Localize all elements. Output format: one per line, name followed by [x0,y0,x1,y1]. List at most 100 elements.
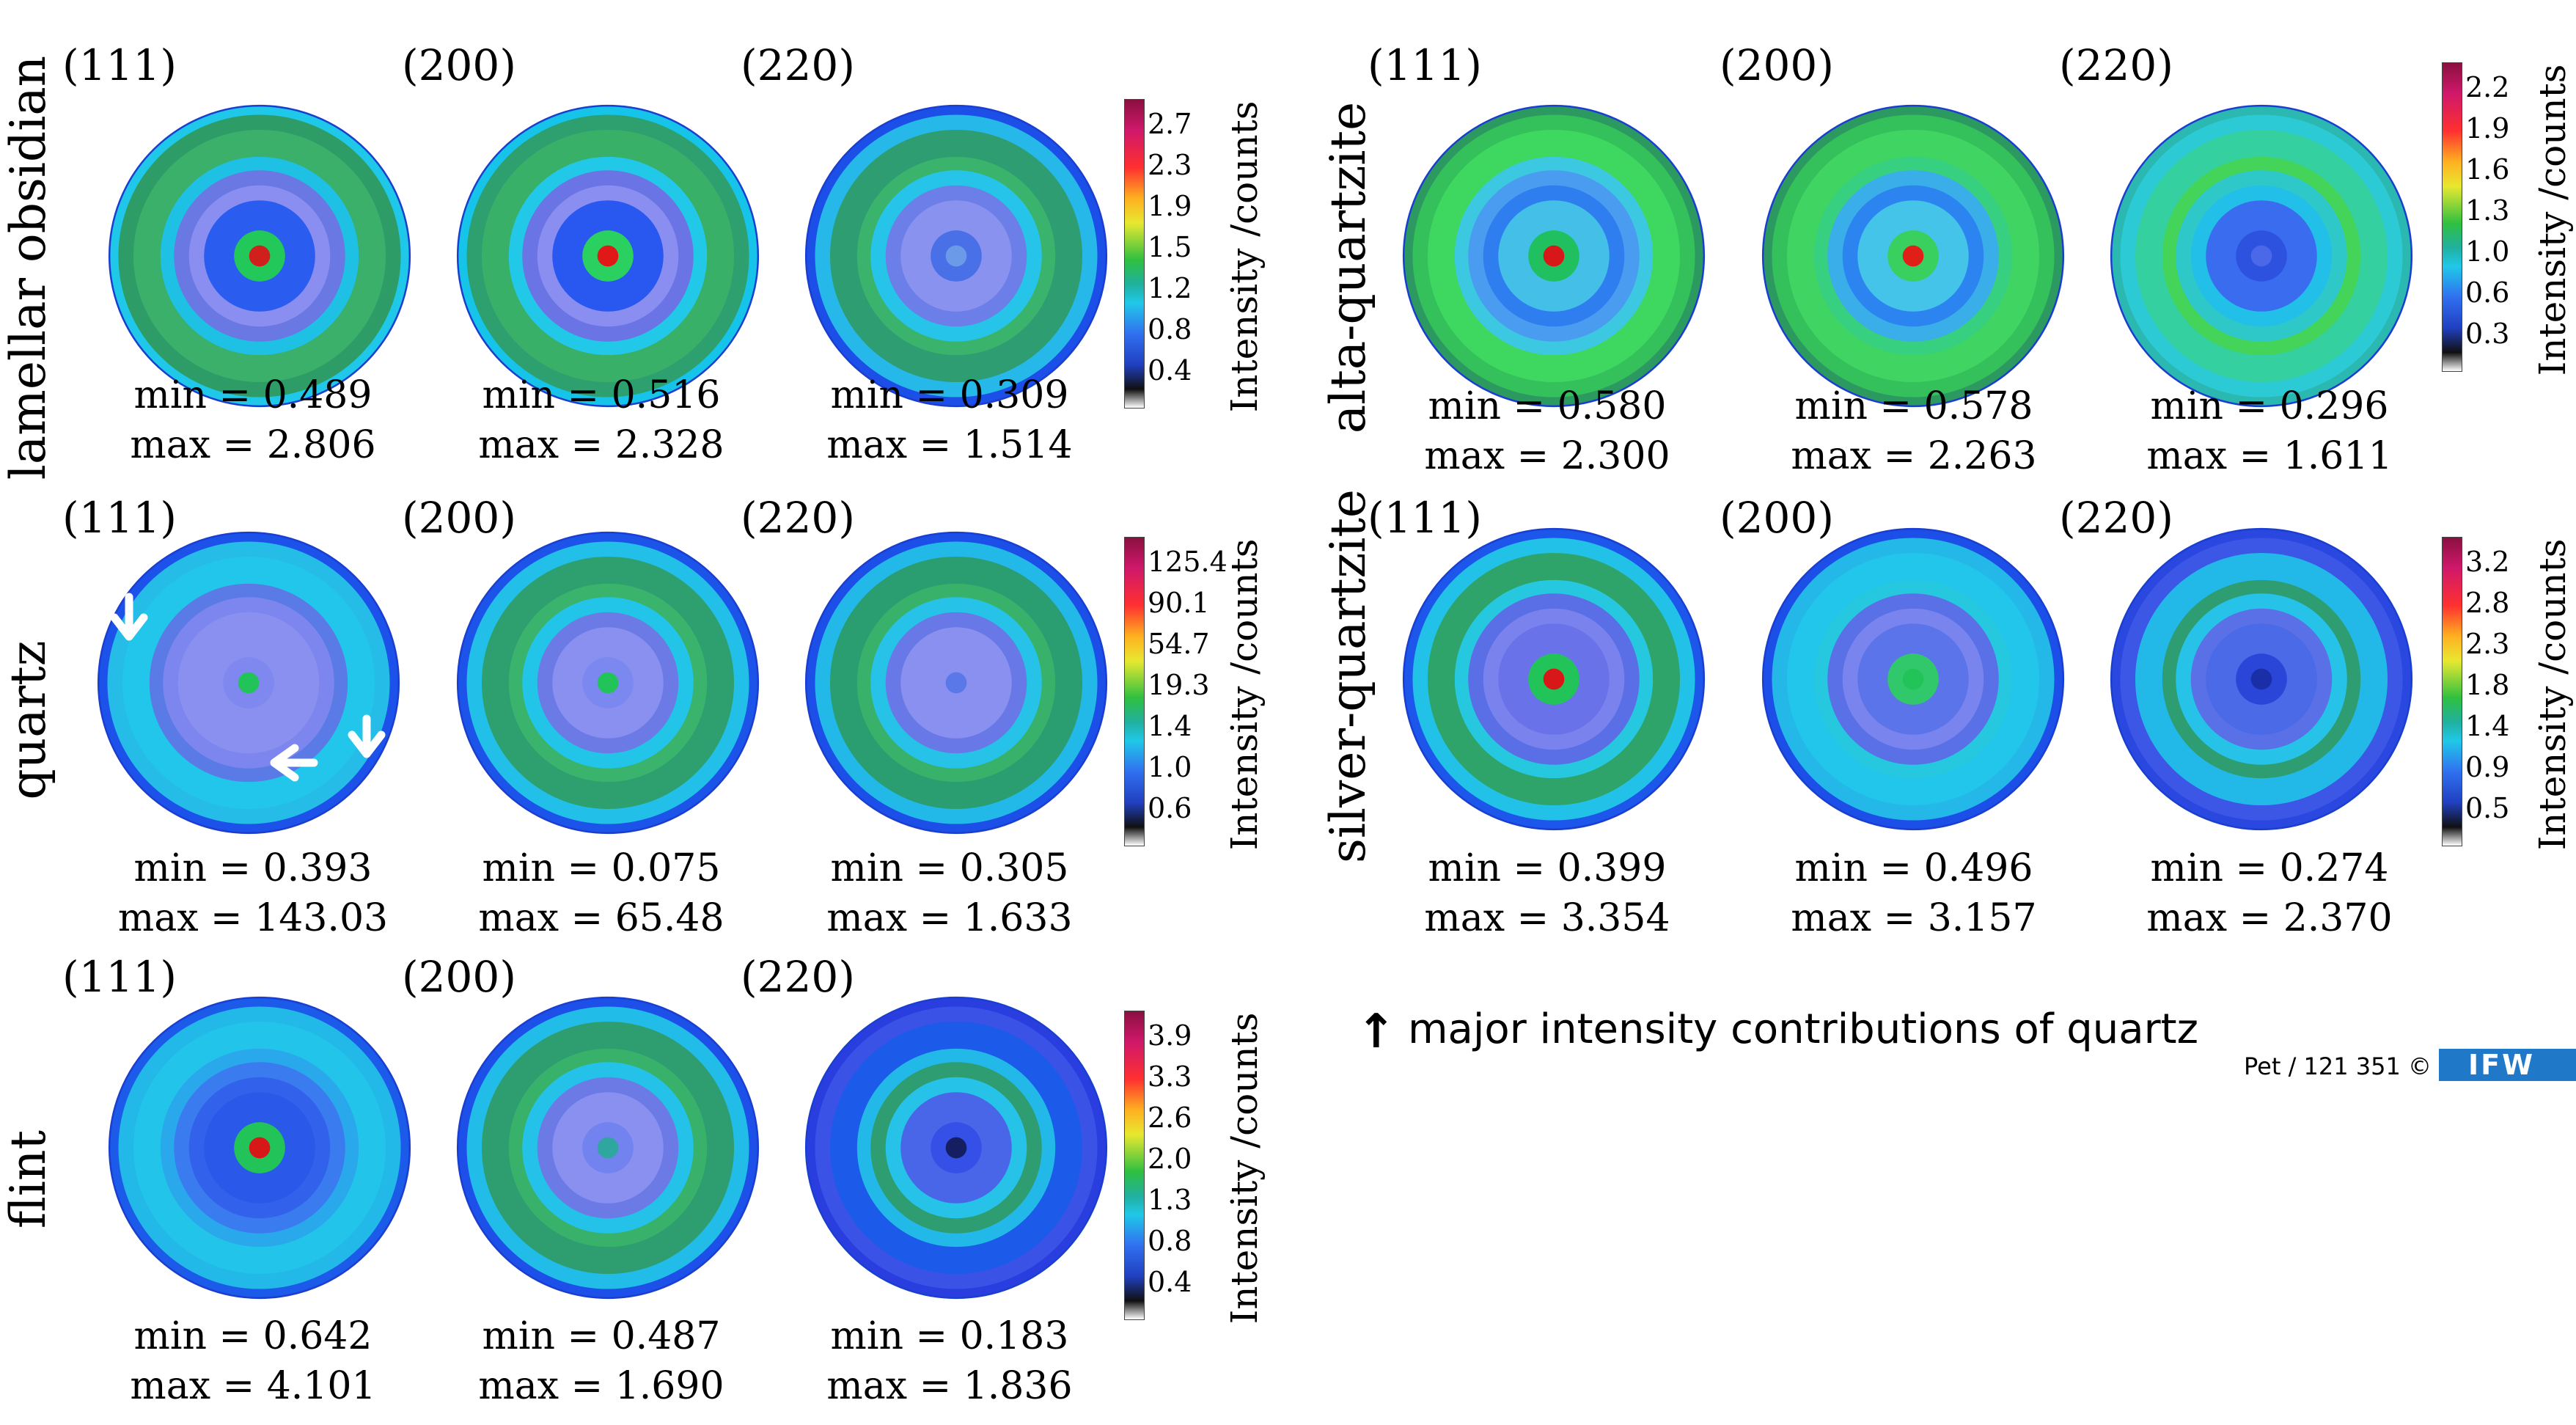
pole-figure-220 [2110,104,2413,408]
credit: Pet / 121 351 © IFW [2244,1049,2576,1081]
hkl-label: (200) [402,40,516,90]
scale-tick: 1.9 [2465,112,2510,144]
hkl-label: (111) [62,952,177,1002]
scale-tick: 0.8 [1148,313,1192,345]
intensity-ring [945,1137,967,1159]
intensity-ring [249,245,271,267]
scale-tick: 0.6 [1148,792,1192,824]
intensity-ring [1902,668,1924,690]
scale-tick: 0.4 [1148,1266,1192,1298]
pole-figure-200 [456,104,760,408]
min-value: min = 0.642 [133,1314,373,1358]
panel-alta-quartzite: alta-quartzite (111) (200) (220) min = 0… [1320,40,2576,495]
hkl-label: (220) [741,40,855,90]
scale-tick: 2.8 [2465,587,2510,619]
color-scale-bar [1124,99,1145,409]
hkl-label: (220) [2059,493,2173,543]
scale-tick: 54.7 [1148,628,1210,660]
max-value: max = 1.836 [826,1364,1073,1408]
min-value: min = 0.183 [830,1314,1069,1358]
pole-outline [1402,104,1706,408]
ifw-logo: IFW [2439,1049,2576,1081]
max-value: max = 1.611 [2146,434,2393,478]
min-value: min = 0.580 [1428,384,1667,428]
arrow-icon [270,744,318,782]
hkl-label: (220) [741,952,855,1002]
arrow-icon [348,714,386,758]
intensity-ring [945,245,967,267]
color-scale-bar [2442,537,2462,846]
pole-figure-111 [1402,104,1706,408]
min-value: min = 0.075 [482,846,721,890]
arrow-icon [110,593,148,641]
pole-figure-200 [1761,527,2065,831]
pole-figure-111 [108,996,411,1300]
scale-tick: 2.0 [1148,1143,1192,1175]
hkl-label: (111) [1368,493,1482,543]
legend: ↑ major intensity contributions of quartz [1357,1005,2198,1059]
intensity-ring [238,672,260,694]
hkl-label: (220) [741,493,855,543]
max-value: max = 143.03 [117,896,389,940]
max-value: max = 3.157 [1791,896,2037,940]
min-value: min = 0.309 [830,373,1069,417]
scale-tick: 2.3 [1148,149,1192,181]
min-value: min = 0.399 [1428,846,1667,890]
scale-tick: 0.9 [2465,751,2510,783]
color-scale-bar [1124,1011,1145,1320]
scale-tick: 1.8 [2465,669,2510,701]
sample-label: quartz [0,640,56,800]
intensity-ring [945,672,967,694]
intensity-axis-label: Intensity /counts [1223,1012,1266,1325]
scale-tick: 2.3 [2465,628,2510,660]
max-value: max = 2.263 [1791,434,2037,478]
intensity-ring [249,1137,271,1159]
scale-tick: 2.7 [1148,108,1192,140]
intensity-axis-label: Intensity /counts [2531,538,2574,851]
min-value: min = 0.393 [133,846,373,890]
pole-figure-111 [97,531,400,835]
up-arrow-icon: ↑ [1357,1005,1396,1059]
intensity-ring [597,1137,619,1159]
pole-outline [804,104,1108,408]
pole-figure-111 [108,104,411,408]
scale-tick: 1.3 [2465,194,2510,227]
pole-outline [456,531,760,835]
color-scale-bar [1124,537,1145,846]
hkl-label: (220) [2059,40,2173,90]
pole-figure-200 [456,996,760,1300]
panel-lamellar-obsidian: lamellar obsidian (111) (200) (220) min … [0,40,1283,495]
intensity-ring [1543,668,1565,690]
sample-label: flint [0,1129,56,1229]
scale-tick: 1.9 [1148,190,1192,222]
hkl-label: (111) [1368,40,1482,90]
pole-figure-220 [804,104,1108,408]
max-value: max = 2.806 [130,423,376,467]
sample-label: lamellar obsidian [0,55,56,480]
scale-tick: 0.3 [2465,318,2510,350]
pole-outline [2110,104,2413,408]
scale-tick: 3.9 [1148,1019,1192,1052]
pole-figure-220 [804,996,1108,1300]
min-value: min = 0.578 [1794,384,2033,428]
pole-outline [1761,527,2065,831]
intensity-axis-label: Intensity /counts [2531,64,2574,376]
intensity-ring [2250,668,2272,690]
scale-tick: 1.4 [1148,710,1192,742]
scale-tick: 0.5 [2465,792,2510,824]
scale-tick: 90.1 [1148,587,1210,619]
pole-figure-220 [2110,527,2413,831]
min-value: min = 0.487 [482,1314,721,1358]
max-value: max = 3.354 [1424,896,1670,940]
panel-silver-quartzite: silver-quartzite (111) (200) (220) min =… [1320,489,2576,948]
pole-outline [108,996,411,1300]
max-value: max = 2.370 [2146,896,2393,940]
pole-outline [804,531,1108,835]
pole-figure-200 [456,531,760,835]
pole-outline [1402,527,1706,831]
scale-tick: 125.4 [1148,546,1228,578]
hkl-label: (200) [402,952,516,1002]
scale-tick: 19.3 [1148,669,1210,701]
pole-figure-111 [1402,527,1706,831]
